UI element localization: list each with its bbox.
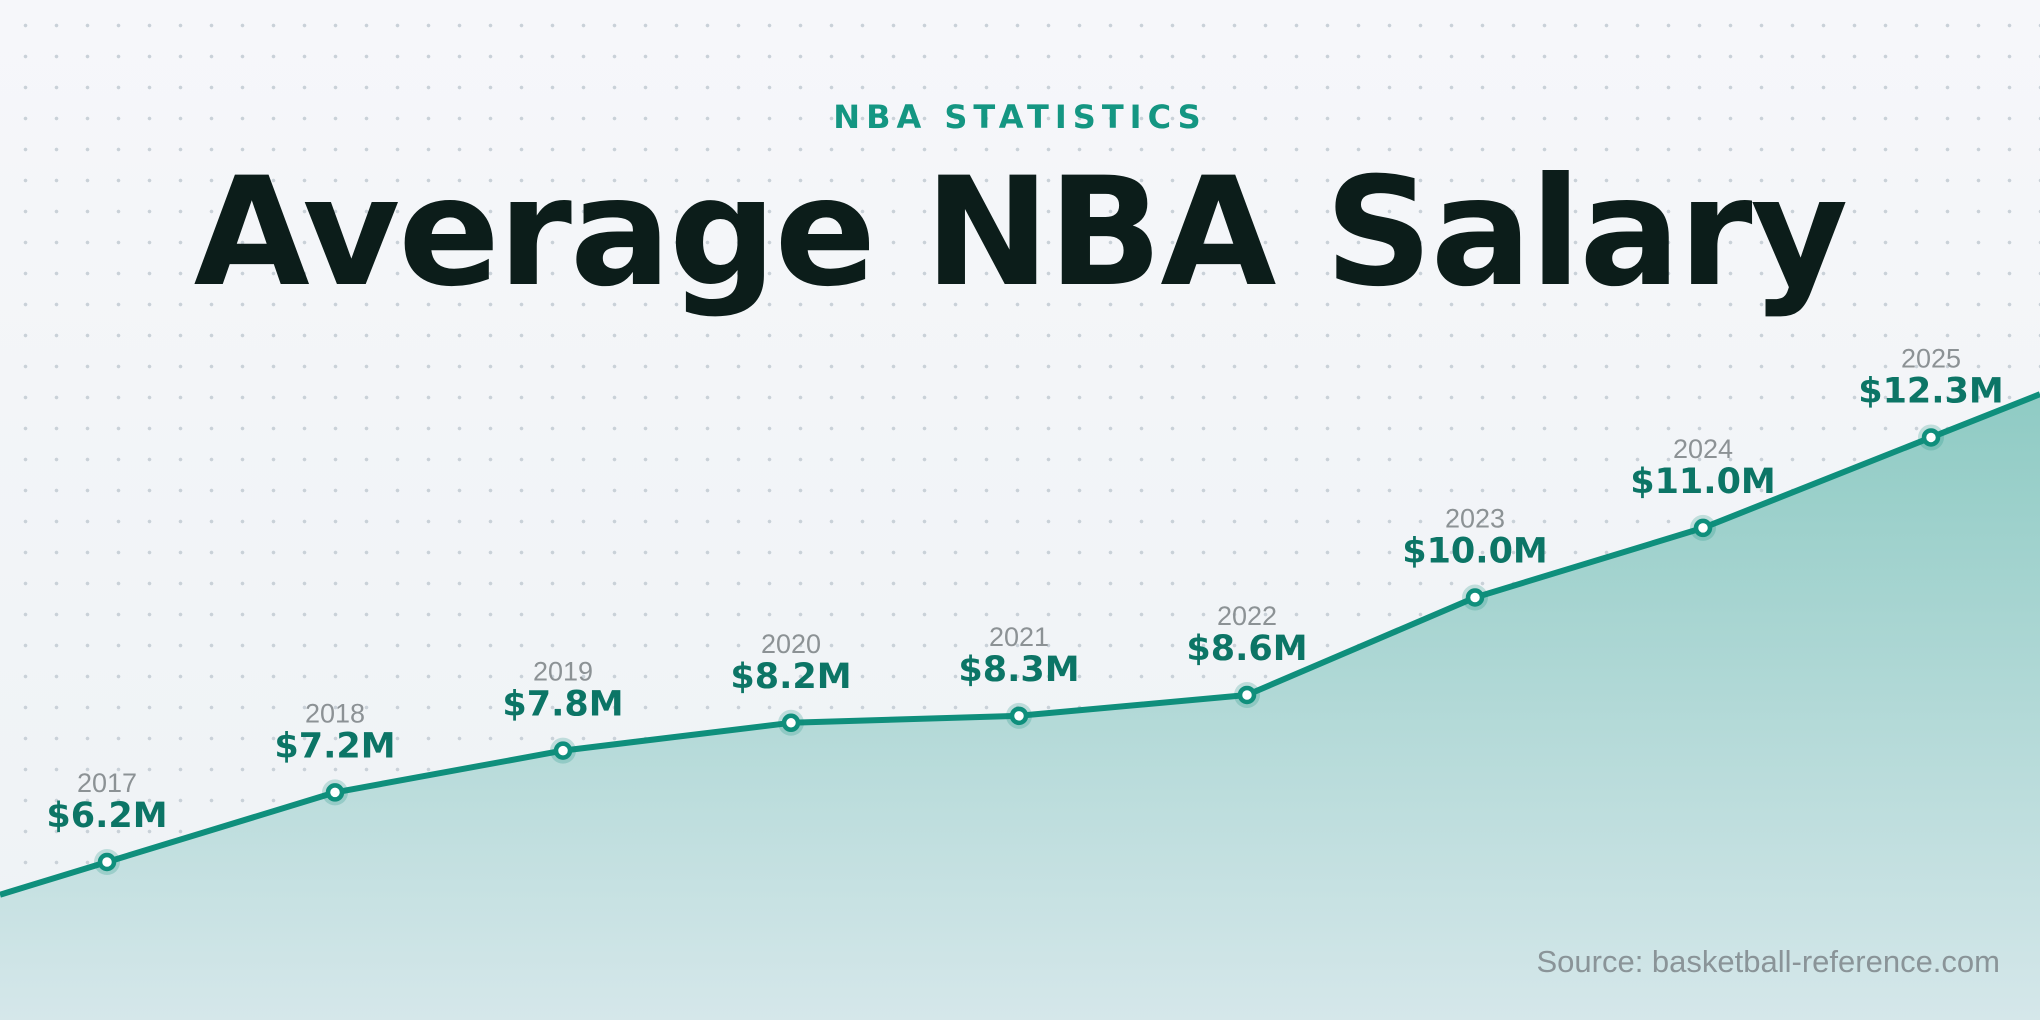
data-point-2018 [325,783,345,802]
data-point-2023 [1465,588,1485,607]
value-label: $11.0M [1630,462,1776,502]
data-point-2020 [781,713,801,733]
data-point-2022 [1237,685,1257,705]
data-point-2019 [553,741,573,760]
value-label: $12.3M [1858,371,2004,411]
year-label: 2018 [305,698,365,728]
value-label: $8.6M [1186,629,1307,669]
value-label: $7.8M [502,685,623,725]
year-label: 2025 [1901,343,1961,373]
year-label: 2017 [77,768,137,798]
value-label: $7.2M [274,726,395,766]
year-label: 2022 [1217,601,1277,631]
chart-eyebrow: NBA STATISTICS [833,98,1207,136]
chart-title: Average NBA Salary [193,146,1849,320]
year-label: 2021 [989,622,1049,652]
year-label: 2024 [1673,434,1733,464]
data-point-2017 [97,852,117,872]
data-point-2021 [1009,706,1029,726]
value-label: $6.2M [46,796,167,836]
value-label: $8.3M [958,650,1079,690]
source-note: Source: basketball-reference.com [1536,944,2000,979]
year-label: 2023 [1445,504,1505,534]
year-label: 2020 [761,629,821,659]
data-point-2025 [1921,428,1941,447]
year-label: 2019 [533,657,593,687]
data-point-2024 [1693,518,1713,538]
area-fill [0,394,2040,1020]
value-label: $8.2M [730,657,851,697]
value-label: $10.0M [1402,532,1548,572]
